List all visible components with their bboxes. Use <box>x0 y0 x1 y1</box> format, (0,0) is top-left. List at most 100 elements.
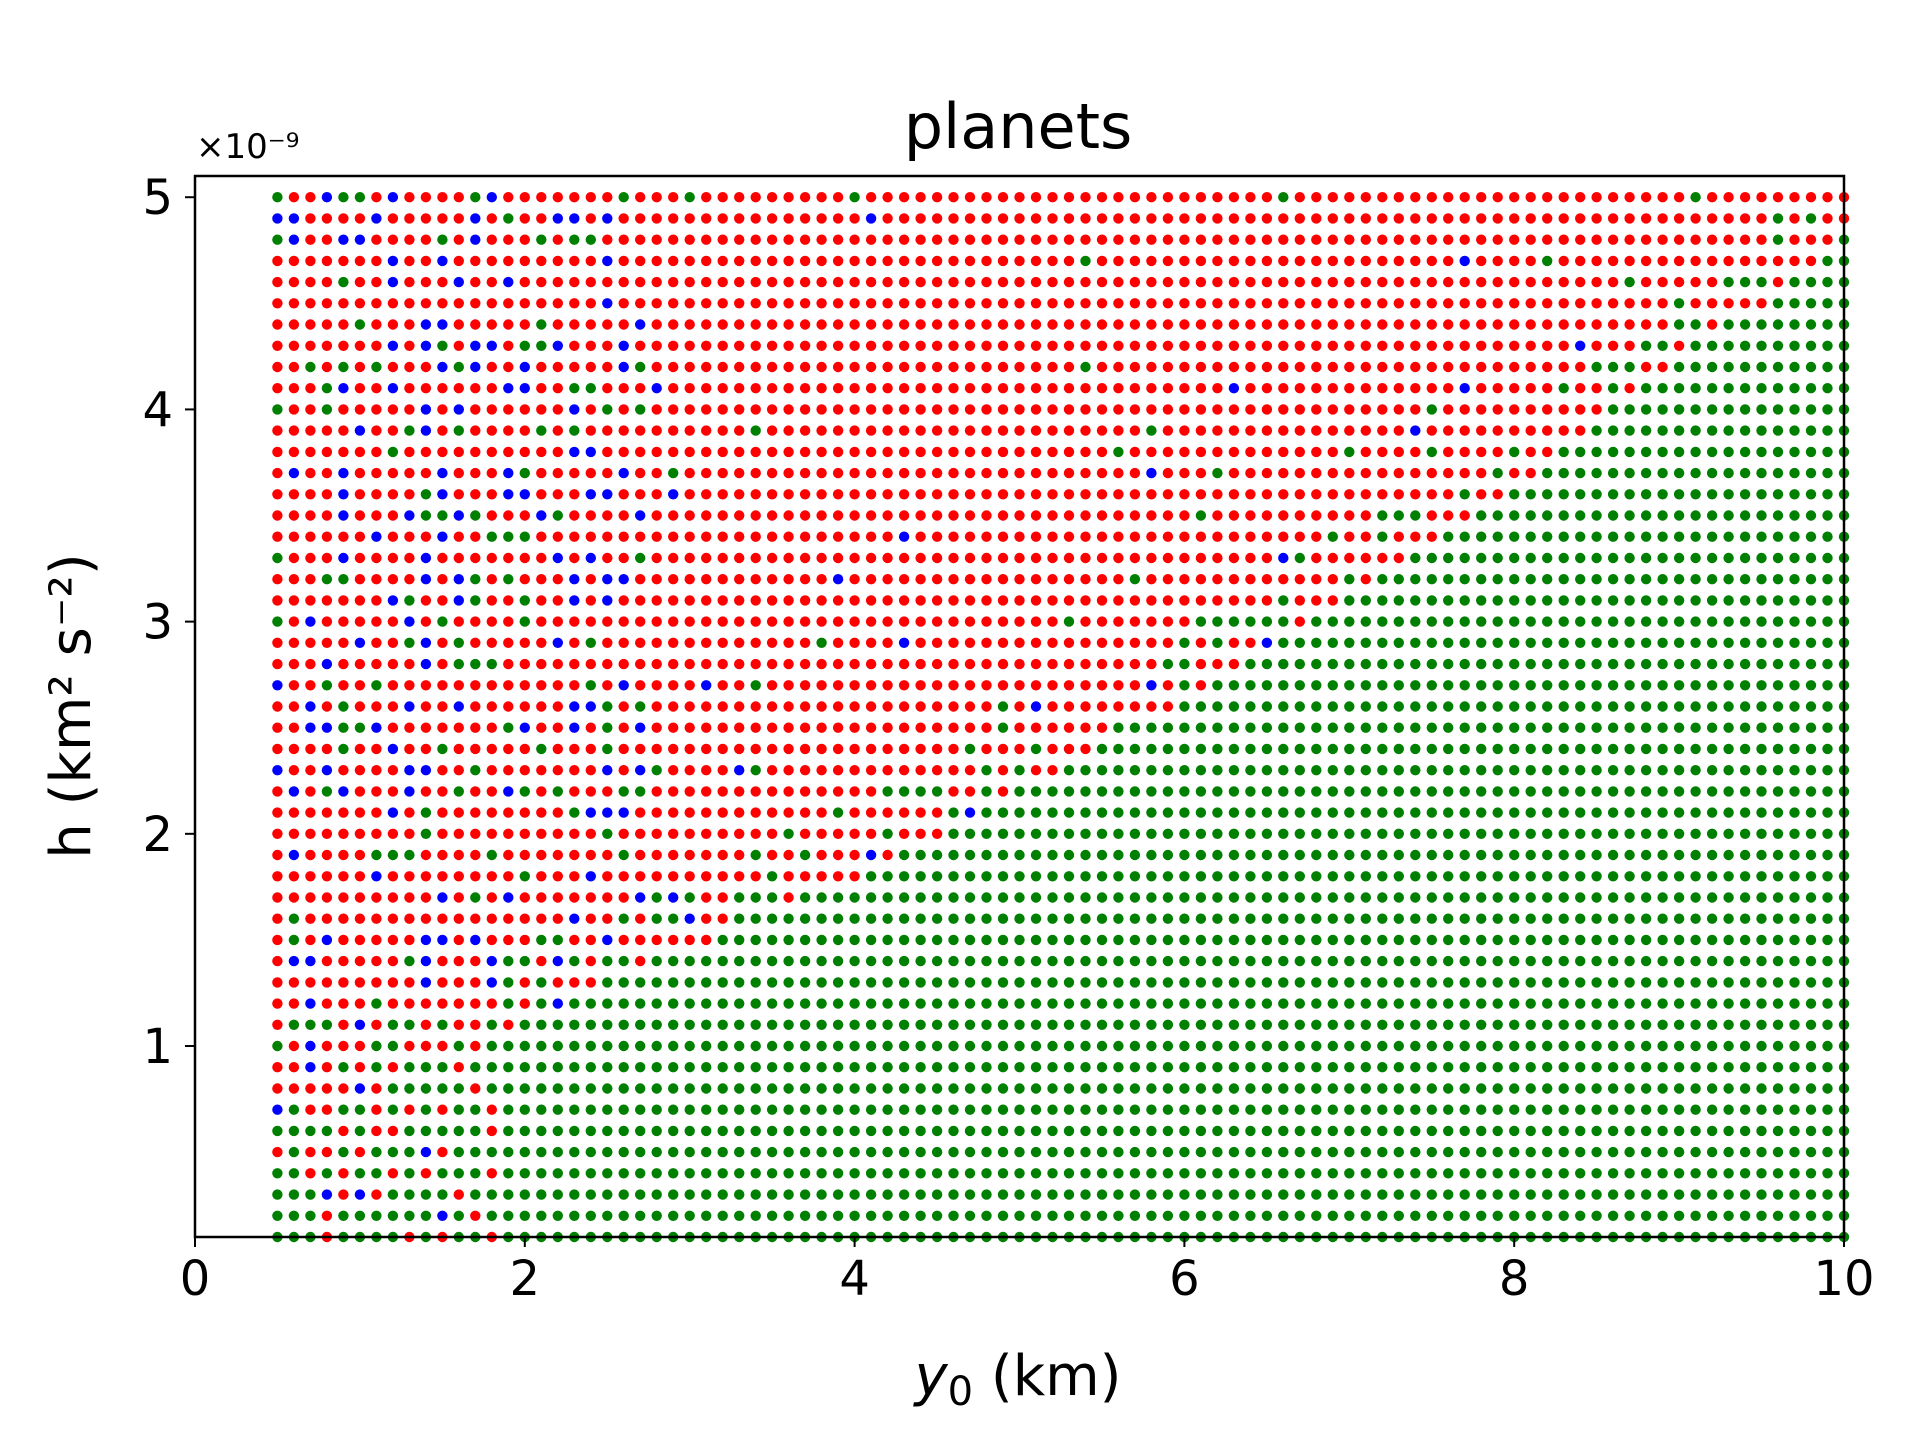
scatter-point <box>1294 892 1306 903</box>
scatter-point <box>1212 574 1223 585</box>
scatter-point <box>1113 743 1124 755</box>
scatter-point <box>948 658 959 670</box>
scatter-point <box>1426 871 1438 882</box>
scatter-point <box>420 658 432 670</box>
scatter-point <box>1607 1125 1619 1137</box>
scatter-point <box>1212 871 1223 882</box>
scatter-point <box>453 234 464 245</box>
scatter-point <box>1080 1168 1091 1179</box>
scatter-point <box>1739 489 1751 500</box>
scatter-point <box>750 680 761 691</box>
scatter-point <box>1772 680 1784 691</box>
scatter-point <box>371 1104 382 1115</box>
scatter-point <box>1459 849 1470 861</box>
scatter-point <box>321 425 333 436</box>
scatter-point <box>816 595 827 606</box>
scatter-point <box>1706 1125 1718 1137</box>
scatter-point <box>338 1083 349 1094</box>
scatter-point <box>915 701 926 712</box>
scatter-point <box>1063 1040 1075 1052</box>
scatter-point <box>453 255 464 267</box>
scatter-point <box>1047 765 1058 776</box>
scatter-point <box>1113 467 1124 479</box>
scatter-point <box>1294 489 1306 500</box>
scatter-point <box>915 1104 926 1115</box>
scatter-point <box>1030 383 1042 394</box>
scatter-point <box>1245 255 1256 267</box>
scatter-point <box>1739 192 1751 203</box>
scatter-point <box>1575 404 1586 415</box>
scatter-point <box>717 298 728 309</box>
scatter-point <box>552 913 563 924</box>
scatter-point <box>1311 595 1322 606</box>
scatter-point <box>1673 849 1685 861</box>
scatter-point <box>569 616 580 627</box>
scatter-point <box>519 298 530 309</box>
scatter-point <box>1657 467 1668 479</box>
plot-frame <box>193 174 1846 1239</box>
scatter-point <box>651 680 662 691</box>
scatter-point <box>734 1083 745 1094</box>
scatter-point <box>1756 786 1767 797</box>
scatter-point <box>1591 276 1602 288</box>
scatter-point <box>734 616 745 627</box>
scatter-point <box>1377 616 1388 627</box>
scatter-point <box>1377 213 1388 224</box>
scatter-point <box>964 276 976 288</box>
scatter-point <box>1772 1168 1784 1179</box>
scatter-point <box>981 213 992 224</box>
scatter-point <box>1344 658 1355 670</box>
scatter-point <box>371 849 382 861</box>
scatter-point <box>997 1168 1009 1179</box>
scatter-point <box>602 1040 613 1052</box>
scatter-point <box>1607 807 1619 818</box>
scatter-point <box>1162 1083 1174 1094</box>
scatter-point <box>1805 807 1817 818</box>
scatter-point <box>1344 1083 1355 1094</box>
scatter-point <box>783 998 794 1009</box>
scatter-point <box>948 1104 959 1115</box>
scatter-point <box>585 276 596 288</box>
scatter-point <box>1624 446 1635 458</box>
scatter-point <box>371 276 382 288</box>
scatter-point <box>1558 552 1569 564</box>
scatter-point <box>1607 1083 1619 1094</box>
scatter-point <box>1195 1062 1207 1073</box>
scatter-point <box>1195 1146 1207 1158</box>
scatter-point <box>931 595 943 606</box>
scatter-point <box>964 616 976 627</box>
scatter-point <box>1805 722 1817 733</box>
scatter-point <box>1607 680 1619 691</box>
scatter-point <box>1558 934 1569 946</box>
scatter-point <box>288 1104 300 1115</box>
scatter-point <box>1228 743 1240 755</box>
scatter-point <box>1063 1168 1075 1179</box>
scatter-point <box>931 743 943 755</box>
scatter-point <box>1393 701 1405 712</box>
scatter-point <box>1162 255 1174 267</box>
scatter-point <box>783 192 794 203</box>
scatter-point <box>569 319 580 330</box>
scatter-point <box>915 955 926 967</box>
scatter-point <box>701 743 712 755</box>
scatter-point <box>1195 977 1207 988</box>
scatter-point <box>1624 574 1635 585</box>
scatter-point <box>321 404 333 415</box>
scatter-point <box>585 192 596 203</box>
scatter-point <box>816 658 827 670</box>
scatter-point <box>1195 340 1207 351</box>
scatter-point <box>783 658 794 670</box>
scatter-point <box>1014 722 1025 733</box>
scatter-point <box>832 234 844 245</box>
scatter-point <box>371 807 382 818</box>
scatter-point <box>569 1125 580 1137</box>
scatter-point <box>1822 255 1833 267</box>
scatter-point <box>1377 1168 1388 1179</box>
scatter-point <box>1542 701 1553 712</box>
scatter-point <box>1195 680 1207 691</box>
scatter-point <box>1822 955 1833 967</box>
scatter-point <box>1129 383 1141 394</box>
scatter-point <box>1739 1104 1751 1115</box>
scatter-point <box>1723 1146 1734 1158</box>
scatter-point <box>1492 340 1503 351</box>
